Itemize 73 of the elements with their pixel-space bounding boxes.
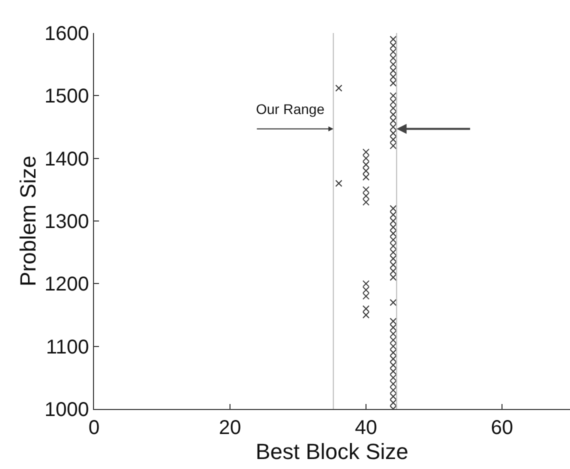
point xyxy=(362,286,370,294)
point xyxy=(390,342,397,350)
point xyxy=(390,380,397,388)
point xyxy=(390,36,397,43)
point xyxy=(390,204,397,212)
point xyxy=(390,104,397,112)
x-tick-label: 40 xyxy=(354,417,378,439)
point xyxy=(390,110,397,118)
point xyxy=(362,161,370,168)
point xyxy=(390,142,397,150)
x-axis-title: Best Block Size xyxy=(256,439,408,464)
x-tick-label: 60 xyxy=(490,417,514,439)
point xyxy=(335,84,342,92)
point xyxy=(390,274,397,281)
point xyxy=(390,268,397,275)
point xyxy=(362,312,370,318)
point xyxy=(362,167,370,174)
point xyxy=(390,130,397,137)
point xyxy=(390,224,397,231)
point xyxy=(390,67,397,74)
y-tick-label: 1300 xyxy=(44,211,89,233)
point xyxy=(390,324,397,332)
point xyxy=(390,73,397,80)
point xyxy=(362,192,370,200)
point xyxy=(390,355,397,362)
point xyxy=(390,136,397,144)
y-tick-label: 1600 xyxy=(44,23,89,45)
point xyxy=(335,180,342,187)
x-tick-label: 20 xyxy=(218,417,242,439)
point xyxy=(390,255,397,262)
point xyxy=(390,368,397,375)
point xyxy=(390,248,397,256)
point xyxy=(362,174,370,181)
y-axis-title: Problem Size xyxy=(15,156,40,286)
point xyxy=(390,60,397,68)
point xyxy=(390,362,397,369)
y-tick-label: 1200 xyxy=(44,274,89,296)
y-tick-label: 1100 xyxy=(46,336,89,358)
point xyxy=(390,349,397,356)
point xyxy=(390,80,397,87)
point xyxy=(390,330,397,338)
point xyxy=(390,242,397,250)
point xyxy=(390,261,397,268)
y-tick-label: 1000 xyxy=(44,399,89,421)
y-tick-label: 1500 xyxy=(44,86,89,108)
point xyxy=(390,336,397,344)
point xyxy=(390,298,397,306)
point xyxy=(390,54,397,62)
point xyxy=(362,154,370,162)
point xyxy=(390,218,397,224)
point xyxy=(390,230,397,238)
point xyxy=(390,117,397,124)
annotation: Our Range xyxy=(256,101,325,117)
point xyxy=(390,374,397,382)
point xyxy=(390,48,397,56)
point xyxy=(390,318,397,325)
point xyxy=(390,42,397,50)
point xyxy=(362,186,370,194)
point xyxy=(390,236,397,244)
point xyxy=(390,124,397,130)
point xyxy=(362,280,370,288)
point xyxy=(362,305,370,312)
point xyxy=(390,399,397,406)
point xyxy=(390,98,397,106)
point xyxy=(390,92,397,100)
point xyxy=(390,392,397,400)
point xyxy=(362,148,370,156)
point xyxy=(390,211,397,218)
point xyxy=(362,292,370,300)
y-tick-label: 1400 xyxy=(44,148,89,170)
x-tick-label: 0 xyxy=(88,417,100,439)
point xyxy=(390,386,397,394)
point xyxy=(362,198,370,206)
